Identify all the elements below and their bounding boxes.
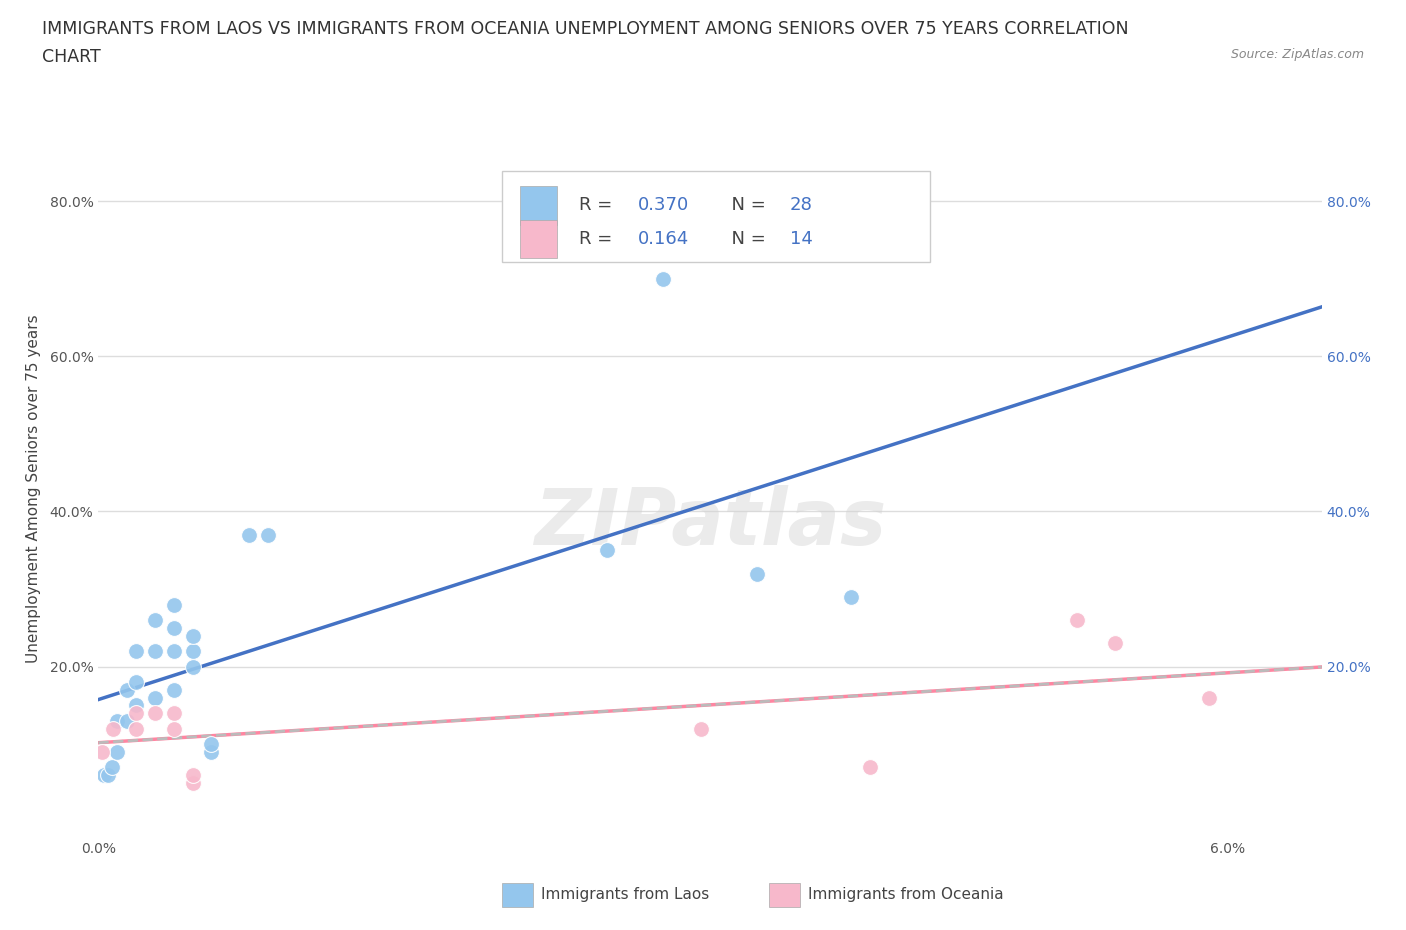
Point <box>689 721 711 736</box>
Point <box>125 698 148 712</box>
Point <box>125 721 148 736</box>
Text: N =: N = <box>720 230 772 248</box>
Point <box>105 744 128 759</box>
Point <box>143 644 166 658</box>
Y-axis label: Unemployment Among Seniors over 75 years: Unemployment Among Seniors over 75 years <box>27 314 41 662</box>
Point <box>595 543 617 558</box>
Text: Immigrants from Laos: Immigrants from Laos <box>541 887 710 902</box>
Point <box>163 706 186 721</box>
Point <box>115 683 138 698</box>
Point <box>181 767 204 782</box>
Point <box>839 590 862 604</box>
Point <box>115 713 138 728</box>
Point <box>256 527 278 542</box>
Point <box>859 760 882 775</box>
Point <box>100 760 122 775</box>
Point <box>181 776 204 790</box>
Point <box>125 674 148 689</box>
Point <box>143 613 166 628</box>
Text: R =: R = <box>579 230 619 248</box>
Point <box>93 767 115 782</box>
Text: N =: N = <box>720 196 772 214</box>
Point <box>103 721 125 736</box>
Point <box>181 659 204 674</box>
Text: CHART: CHART <box>42 48 101 66</box>
Text: Immigrants from Oceania: Immigrants from Oceania <box>808 887 1004 902</box>
Text: 0.164: 0.164 <box>638 230 689 248</box>
Point <box>163 721 186 736</box>
Text: Source: ZipAtlas.com: Source: ZipAtlas.com <box>1230 48 1364 61</box>
Point <box>652 272 675 286</box>
Text: 0.370: 0.370 <box>638 196 689 214</box>
Text: 14: 14 <box>790 230 813 248</box>
Point <box>181 628 204 643</box>
Point <box>1104 636 1126 651</box>
Point <box>181 644 204 658</box>
Point <box>143 706 166 721</box>
Point <box>143 690 166 705</box>
Point <box>200 737 222 751</box>
Point <box>745 566 768 581</box>
Point <box>1066 613 1088 628</box>
Point <box>125 706 148 721</box>
Text: IMMIGRANTS FROM LAOS VS IMMIGRANTS FROM OCEANIA UNEMPLOYMENT AMONG SENIORS OVER : IMMIGRANTS FROM LAOS VS IMMIGRANTS FROM … <box>42 20 1129 38</box>
Point <box>163 597 186 612</box>
Bar <box>520 219 557 259</box>
Point <box>163 683 186 698</box>
Bar <box>520 186 557 224</box>
Text: 28: 28 <box>790 196 813 214</box>
Point <box>97 767 120 782</box>
Point <box>163 620 186 635</box>
Point <box>1198 690 1220 705</box>
Text: ZIPatlas: ZIPatlas <box>534 485 886 561</box>
Text: R =: R = <box>579 196 619 214</box>
Bar <box>502 171 931 261</box>
Point <box>91 744 114 759</box>
Point <box>200 744 222 759</box>
Point <box>125 644 148 658</box>
Point <box>105 713 128 728</box>
Point <box>238 527 260 542</box>
Point <box>163 644 186 658</box>
